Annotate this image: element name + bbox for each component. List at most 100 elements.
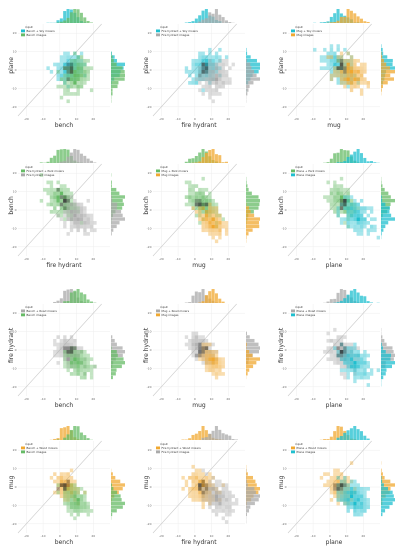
heat-cell <box>211 224 215 229</box>
marginal-bar-y <box>246 490 256 495</box>
heat-cell <box>191 62 195 67</box>
marginal-bar-y <box>111 498 122 502</box>
heat-cell-dense <box>198 73 202 78</box>
heat-cell-dense <box>198 202 202 207</box>
marginal-bar-y <box>381 375 384 380</box>
heat-cell <box>201 487 205 491</box>
heat-cell <box>349 66 354 70</box>
legend-label: Bench + Sky moiers <box>27 29 56 33</box>
heat-cell <box>63 210 67 214</box>
heat-cell <box>63 342 67 347</box>
heat-cell-dense <box>339 202 344 207</box>
marginal-bar-x <box>191 158 195 163</box>
heat-cell <box>198 70 202 74</box>
marginal-bar-x <box>369 302 374 303</box>
heat-cell <box>66 99 70 104</box>
heat-cell <box>333 346 337 350</box>
heat-cell <box>49 70 54 74</box>
heat-cell <box>349 213 354 218</box>
heat-cell <box>69 58 74 63</box>
heat-cell <box>366 228 370 233</box>
heat-cell <box>333 184 337 188</box>
heat-cell <box>191 187 195 192</box>
heat-cell <box>86 221 90 225</box>
heat-cell <box>208 202 212 207</box>
heat-cell-dense <box>336 487 340 491</box>
y-tick-label: 20 <box>283 171 287 175</box>
marginal-bar-x <box>363 157 367 163</box>
heat-cell-dense <box>198 202 202 207</box>
heat-cell <box>204 346 209 350</box>
heat-cell <box>363 221 367 225</box>
heat-cell-dense <box>339 350 344 354</box>
x-tick-label: 10 <box>345 534 349 538</box>
heat-cell <box>221 364 225 369</box>
heat-cell <box>326 58 330 63</box>
heat-cell <box>346 490 350 495</box>
heat-cell-dense <box>198 346 202 350</box>
heat-cell <box>73 51 77 56</box>
y-tick-label: 10 <box>283 50 287 54</box>
heat-cell <box>336 475 340 480</box>
marginal-bar-x <box>69 12 73 23</box>
heat-cell <box>221 498 225 502</box>
y-axis-label: bench <box>143 196 150 215</box>
heat-cell-dense <box>63 198 67 203</box>
heat-cell <box>59 198 64 203</box>
heat-cell <box>191 58 195 63</box>
heat-cell <box>83 62 87 67</box>
heat-cell <box>218 357 222 362</box>
heat-cell <box>353 221 357 225</box>
heat-cell <box>346 224 350 229</box>
heat-cell <box>76 217 80 222</box>
marginal-bar-x <box>201 289 205 303</box>
heat-cell <box>204 213 209 218</box>
heat-cell <box>194 184 199 188</box>
heat-cell <box>214 501 219 506</box>
marginal-bar-x <box>204 437 208 440</box>
heat-cell <box>83 350 87 354</box>
heat-cell <box>83 361 87 365</box>
marginal-bar-x <box>359 295 363 303</box>
heat-cell <box>343 375 347 380</box>
marginal-bar-y <box>246 483 257 487</box>
marginal-bar-y <box>381 217 395 221</box>
legend-swatch <box>156 446 160 450</box>
heat-cell <box>211 58 215 63</box>
heat-cell <box>369 210 374 214</box>
marginal-bar-x <box>339 162 343 163</box>
heat-cell <box>69 342 74 347</box>
legend-title: input <box>295 25 304 29</box>
marginal-bar-x <box>211 149 215 163</box>
y-tick-label: -20 <box>147 245 152 249</box>
heat-cell <box>221 501 225 506</box>
heat-cell <box>59 73 64 78</box>
heat-cell <box>339 77 344 82</box>
marginal-bar-y <box>246 62 260 67</box>
marginal-bar-x <box>221 301 225 303</box>
heat-cell <box>336 490 340 495</box>
heat-cell <box>339 364 344 369</box>
x-tick-label: 20 <box>226 534 230 538</box>
x-axis-label: mug <box>192 402 206 409</box>
heat-cell <box>353 501 357 506</box>
x-axis-label: bench <box>55 402 74 409</box>
heat-cell <box>214 62 219 67</box>
y-tick-label: 20 <box>13 171 17 175</box>
heat-cell <box>333 73 337 78</box>
heat-cell <box>194 210 199 214</box>
marginal-bar-x <box>214 9 218 23</box>
marginal-bar-y <box>246 88 249 92</box>
heat-cell-dense <box>343 66 347 70</box>
heat-cell <box>66 73 70 78</box>
heat-cell <box>208 81 212 85</box>
heat-cell <box>83 210 87 214</box>
heat-cell <box>329 498 334 502</box>
marginal-bar-x <box>56 438 60 440</box>
heat-cell <box>63 195 67 199</box>
heat-cell-dense <box>66 346 70 350</box>
heat-cell <box>191 472 195 476</box>
heat-cell <box>194 73 199 78</box>
heat-cell <box>363 350 367 354</box>
heat-cell <box>339 195 344 199</box>
